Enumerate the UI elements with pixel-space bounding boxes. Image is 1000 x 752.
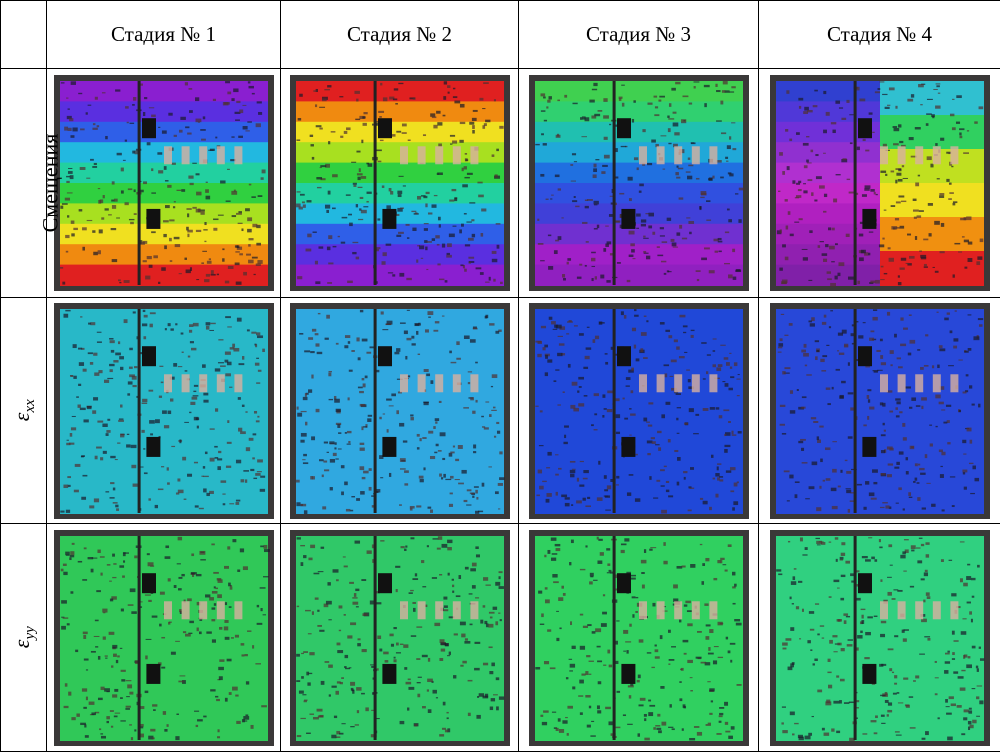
header-cell: Стадия № 2 [281,1,519,69]
image-cell [759,524,1000,752]
image-cell [281,298,519,524]
header-cell: Стадия № 3 [519,1,759,69]
field-image [290,530,510,746]
corner-cell [1,1,47,69]
symbol: ε [8,413,33,422]
field-image [770,530,990,746]
field-image [290,75,510,291]
image-cell [47,524,281,752]
image-cell [281,524,519,752]
header-cell: Стадия № 4 [759,1,1000,69]
symbol: ε [8,640,33,649]
field-image [529,530,749,746]
image-cell [519,298,759,524]
field-image [529,75,749,291]
image-cell [47,69,281,298]
field-image [770,75,990,291]
row-label: εyy [8,626,38,648]
results-table: Стадия № 1 Стадия № 2 Стадия № 3 Стадия … [0,0,1000,752]
image-cell [281,69,519,298]
subscript: xx [22,399,38,412]
header-row: Стадия № 1 Стадия № 2 Стадия № 3 Стадия … [1,1,1000,69]
header-cell: Стадия № 1 [47,1,281,69]
field-image [290,303,510,519]
image-cell [519,524,759,752]
field-image [54,530,274,746]
image-cell [759,69,1000,298]
field-image [529,303,749,519]
row: εyy [1,524,1000,752]
row-label-cell: εyy [1,524,47,752]
image-cell [759,298,1000,524]
row-label: εxx [8,399,38,421]
subscript: yy [22,626,38,639]
row-label: Смещения [37,134,63,233]
field-image [54,75,274,291]
image-cell [47,298,281,524]
image-cell [519,69,759,298]
field-image [54,303,274,519]
row: εxx [1,298,1000,524]
row-label-cell: Смещения [1,69,47,298]
row: Смещения [1,69,1000,298]
row-label-cell: εxx [1,298,47,524]
page: Стадия № 1 Стадия № 2 Стадия № 3 Стадия … [0,0,1000,751]
field-image [770,303,990,519]
